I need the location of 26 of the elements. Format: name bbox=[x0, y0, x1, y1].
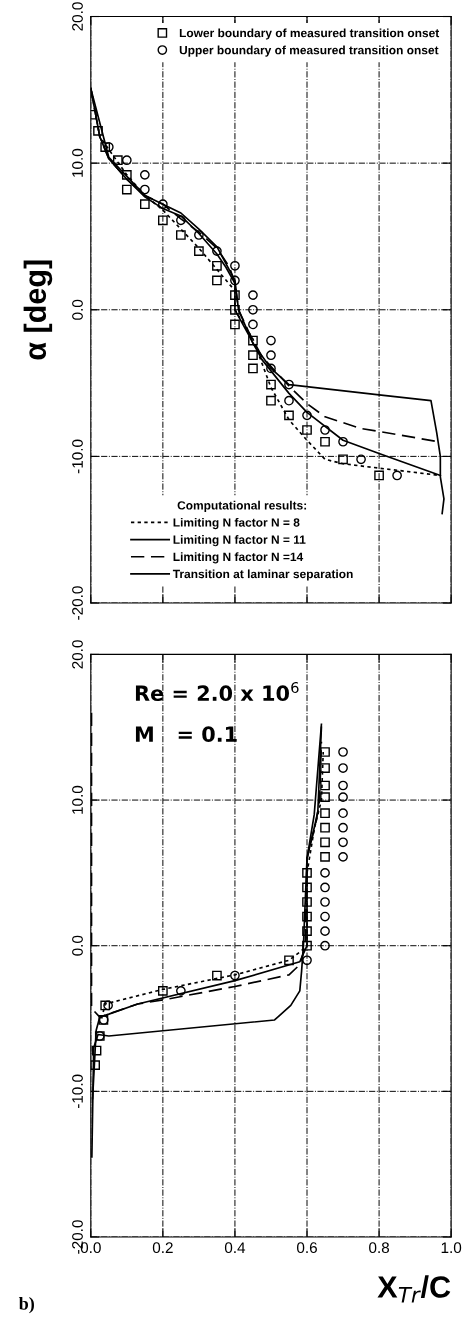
y-tick-label: -10.0 bbox=[72, 439, 83, 474]
y-tick-label: 10.0 bbox=[72, 148, 83, 177]
annotation: Re = 2.0 x 10$^{6}$ bbox=[135, 681, 299, 702]
annotation: M = 0.1 bbox=[135, 726, 237, 743]
legend-label: Limiting N factor N = 8 bbox=[173, 517, 300, 530]
x-axis-title: X$_{Tr}$/C bbox=[377, 1275, 451, 1303]
text: b) bbox=[18, 1296, 34, 1314]
legend-label: Limiting N factor N =14 bbox=[173, 552, 304, 564]
legend-label: Limiting N factor N = 11 bbox=[173, 535, 306, 547]
x-tick-label: 0.6 bbox=[296, 1242, 317, 1254]
x-tick-label: 0.2 bbox=[152, 1242, 173, 1254]
x-tick-label: 0.8 bbox=[369, 1242, 390, 1254]
legend-label: Lower boundary of measured transition onset bbox=[179, 28, 440, 40]
x-tick-label: 0.4 bbox=[224, 1242, 246, 1254]
y-tick-label: 10.0 bbox=[72, 785, 83, 814]
legend-label: Upper boundary of measured transition onset bbox=[179, 45, 439, 57]
legend-label: Transition at laminar separation bbox=[172, 569, 353, 581]
y-tick-label: 20.0 bbox=[72, 640, 83, 669]
y-tick-label: -10.0 bbox=[72, 1074, 83, 1109]
y-tick-label: 0.0 bbox=[72, 299, 83, 320]
y-tick-label: -20.0 bbox=[72, 586, 83, 620]
y-tick-label: 20.0 bbox=[72, 2, 83, 31]
y-axis-title: α [deg] bbox=[23, 260, 53, 360]
y-tick-label: 0.0 bbox=[72, 935, 83, 956]
legend-title: Computational results: bbox=[177, 500, 307, 512]
x-tick-label: 1.0 bbox=[441, 1242, 462, 1254]
